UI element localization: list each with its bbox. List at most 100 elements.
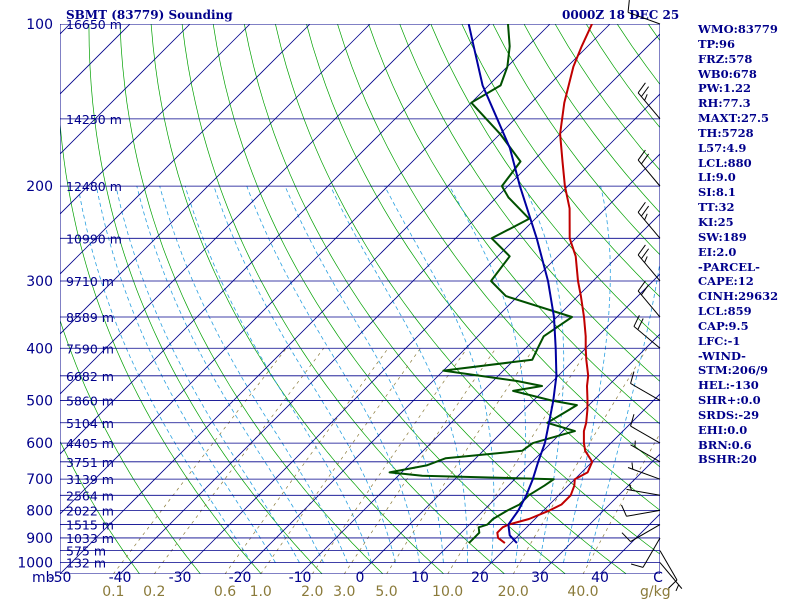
mixing-ratio-label: 20.0 <box>498 584 529 600</box>
temperature-tick-label: 0 <box>356 570 365 586</box>
temperature-tick-label: 10 <box>411 570 429 586</box>
isotherm <box>60 24 431 395</box>
stat-item: SHR+:0.0 <box>698 393 761 408</box>
wind-barb-staff <box>659 562 683 589</box>
dry-adiabat <box>368 24 660 425</box>
height-label: 6682 m <box>66 369 114 384</box>
wind-barb-feather <box>627 0 630 13</box>
isotherm <box>60 24 371 335</box>
wind-barb-staff <box>637 211 661 239</box>
wind-barb-feather <box>644 213 648 221</box>
pressure-tick-label: 200 <box>26 179 53 195</box>
stat-item: LI:9.0 <box>698 170 736 185</box>
wind-barb-feather <box>633 315 640 327</box>
temperature-tick-label: 40 <box>591 570 609 586</box>
wind-barb-staff <box>630 524 661 543</box>
grid-lines <box>0 24 660 574</box>
wind-barb-staff <box>626 488 661 496</box>
mixing-ratio-label: 0.6 <box>214 584 236 600</box>
mixing-ratio-line <box>582 432 660 574</box>
wind-barb-feather <box>644 256 648 263</box>
moist-adiabat <box>246 185 420 563</box>
mixing-ratio-line <box>512 348 648 574</box>
pressure-tick-label: 700 <box>26 472 53 488</box>
isotherm <box>179 93 660 574</box>
stat-item: HEL:-130 <box>698 378 759 393</box>
wind-barb-feather <box>637 244 646 256</box>
moist-adiabat <box>184 185 372 563</box>
stat-item: MAXT:27.5 <box>698 111 769 126</box>
isotherm <box>60 24 191 155</box>
temperature-tick-label: 20 <box>471 570 489 586</box>
height-label: 8589 m <box>66 310 114 325</box>
stat-item: WMO:83779 <box>698 22 778 36</box>
temperature-tick-label: -20 <box>229 570 252 586</box>
dry-adiabat <box>492 24 660 256</box>
isotherm <box>60 24 551 515</box>
dry-adiabat <box>60 119 262 574</box>
mixing-ratio-label: 0.1 <box>102 584 124 600</box>
isotherm <box>299 213 660 574</box>
wind-barb-feather <box>667 579 678 589</box>
mixing-ratio-label: 5.0 <box>375 584 397 600</box>
stat-item: FRZ:578 <box>698 51 753 66</box>
height-label: 3139 m <box>66 472 114 487</box>
height-label: 2022 m <box>66 503 114 518</box>
profile-lines <box>388 24 594 544</box>
wind-barb-feather <box>631 462 634 470</box>
moist-adiabat <box>587 259 660 563</box>
height-label: 12480 m <box>66 179 122 194</box>
wind-barb-feather <box>637 201 646 213</box>
isotherm <box>60 24 491 455</box>
stat-item: EI:2.0 <box>698 244 737 259</box>
wind-barb-feather <box>640 205 650 217</box>
stat-item: L57:4.9 <box>698 140 747 155</box>
dry-adiabat <box>150 24 445 574</box>
mixing-ratio-line <box>153 348 324 574</box>
height-label: 10990 m <box>66 231 122 246</box>
height-label: 132 m <box>66 556 106 571</box>
dry-adiabat <box>60 319 201 574</box>
wind-barb-feather <box>629 483 632 491</box>
dry-adiabat <box>275 24 660 555</box>
plot-frame <box>60 24 660 574</box>
wind-barb-staff <box>626 509 661 517</box>
wind-barb-staff <box>630 383 661 401</box>
wind-barb-feather <box>644 94 648 101</box>
wind-barb-feather <box>621 504 627 517</box>
wind-barb-staff <box>637 159 661 187</box>
stat-item: BRN:0.6 <box>698 437 752 452</box>
wind-barb-staff <box>630 444 661 463</box>
wind-barb-staff <box>633 326 661 349</box>
wind-barb-feather <box>630 563 644 568</box>
isotherm <box>119 33 660 574</box>
stat-item: TH:5728 <box>698 125 754 140</box>
stat-item: BSHR:20 <box>698 452 757 467</box>
stat-item: LCL:859 <box>698 304 752 319</box>
stat-item: SI:8.1 <box>698 185 736 200</box>
stat-item: STM:206/9 <box>698 363 769 378</box>
mixing-ratio-line <box>447 348 589 574</box>
stat-item: -PARCEL- <box>698 259 760 274</box>
dry-adiabat <box>60 440 140 574</box>
sounding-time: 0000Z 18 DEC 25 <box>562 8 680 22</box>
mixing-ratio-label: 1.0 <box>250 584 272 600</box>
chart-title: SBMT (83779) Sounding <box>66 8 233 22</box>
isotherm <box>539 453 660 574</box>
mixing-ratio-label: 10.0 <box>432 584 463 600</box>
dry-adiabat <box>243 24 627 574</box>
stat-item: -WIND- <box>698 348 746 363</box>
temperature-tick-label: -10 <box>289 570 312 586</box>
dry-adiabat <box>461 24 660 298</box>
wind-barb-feather <box>637 280 646 292</box>
moist-adiabat <box>330 185 468 563</box>
pressure-tick-label: 500 <box>26 393 53 409</box>
wind-barb-staff <box>659 550 678 581</box>
stat-item: WB0:678 <box>698 66 757 81</box>
pressure-tick-label: 1000 <box>17 556 53 572</box>
dry-adiabat <box>399 24 660 382</box>
wind-barbs <box>621 0 683 592</box>
height-label: 7590 m <box>66 341 114 356</box>
isotherm <box>0 24 10 574</box>
